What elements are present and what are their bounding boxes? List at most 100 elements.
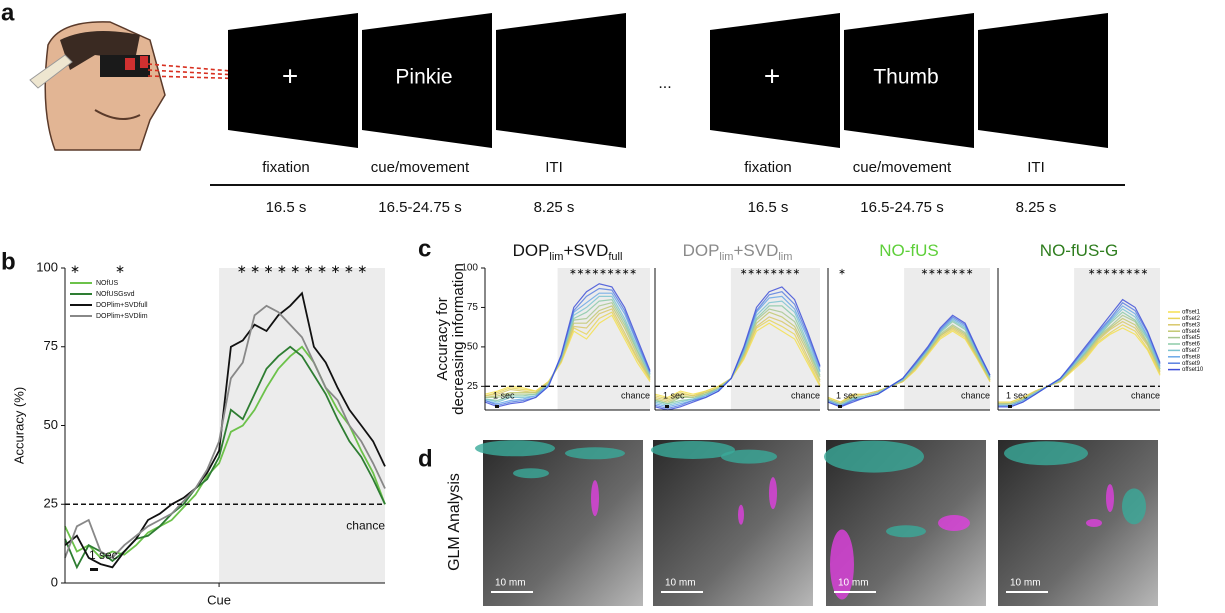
scale-label: 10 mm <box>838 578 869 589</box>
phase-duration: 16.5 s <box>748 199 789 216</box>
series-line <box>484 283 651 408</box>
phase-label: cue/movement <box>371 159 470 176</box>
shaded-period <box>219 268 385 583</box>
screen-text: Pinkie <box>395 66 452 89</box>
y-tick-label: 75 <box>44 338 58 353</box>
legend-label: offset7 <box>1182 348 1201 354</box>
time-scale-bar <box>665 405 669 408</box>
significance-marks: ∗ <box>838 266 846 276</box>
series-line <box>484 308 651 397</box>
glm-image <box>483 440 643 606</box>
legend-label: offset9 <box>1182 361 1201 367</box>
series-line <box>64 304 386 559</box>
activation-blob <box>721 449 777 464</box>
scale-label: 10 mm <box>665 578 696 589</box>
chart-title: NO-fUS <box>879 241 939 260</box>
legend-label: offset8 <box>1182 354 1201 360</box>
screen <box>496 13 626 148</box>
activation-blob <box>651 440 735 459</box>
scale-label: 10 mm <box>1010 578 1041 589</box>
activation-blob <box>1106 484 1114 513</box>
glm-image <box>653 440 813 606</box>
time-scale-label: 1 sec <box>493 390 515 400</box>
glm-maps: 10 mm 10 mm 10 mm 10 mm <box>475 440 1158 606</box>
screen-text: Thumb <box>873 66 938 89</box>
series-line <box>64 345 386 559</box>
activation-blob <box>1122 488 1146 525</box>
phase-duration: 8.25 s <box>1016 199 1057 216</box>
gaze-lines <box>147 63 291 81</box>
significance-marks: ∗∗∗∗∗∗∗∗∗ <box>569 266 637 276</box>
significance-marks: ∗ ∗ ∗ ∗ ∗ ∗ ∗ ∗ ∗ ∗ <box>237 262 368 276</box>
time-scale-bar <box>838 405 842 408</box>
activation-blob <box>938 515 970 531</box>
activation-blob <box>513 468 549 479</box>
chance-label: chance <box>1131 391 1160 401</box>
time-scale-label: 1 sec <box>836 390 858 400</box>
phase-duration: 16.5-24.75 s <box>860 199 943 216</box>
y-tick-label: 0 <box>51 574 58 589</box>
y-tick-label: 75 <box>467 302 479 313</box>
time-scale-bar <box>90 568 98 571</box>
x-tick-label: Cue <box>207 592 231 607</box>
legend-label: offset3 <box>1182 322 1201 328</box>
title-subscript: full <box>608 251 622 263</box>
significance-marks: ∗∗∗∗∗∗∗∗ <box>740 266 800 276</box>
shaded-period <box>904 268 990 410</box>
title-part: DOP <box>683 241 720 260</box>
chart-title: NO-fUS-G <box>1040 241 1118 260</box>
legend-label: DOPlim+SVDlim <box>96 313 148 320</box>
screen <box>710 13 840 148</box>
title-subscript: lim <box>778 251 792 263</box>
series-line <box>484 287 651 406</box>
chance-label: chance <box>346 518 385 532</box>
significance-marks: ∗ <box>115 262 125 276</box>
activation-blob <box>769 477 777 510</box>
screen <box>978 13 1108 148</box>
screen <box>228 13 358 148</box>
y-tick-label: 25 <box>467 381 479 392</box>
time-scale-label: 1 sec <box>89 548 118 562</box>
series-line <box>64 345 386 570</box>
glm-y-label: GLM Analysis <box>446 473 463 571</box>
y-axis-label: Accuracy for <box>434 297 451 380</box>
legend-label: offset10 <box>1182 367 1204 373</box>
screen-text: + <box>764 60 780 91</box>
phase-label: fixation <box>262 159 310 176</box>
y-tick-label: 100 <box>36 259 58 274</box>
activation-blob <box>824 440 924 473</box>
panel-label: b <box>1 248 16 275</box>
phase-duration: 16.5 s <box>266 199 307 216</box>
time-scale-bar <box>1008 405 1012 408</box>
y-tick-label: 50 <box>467 342 479 353</box>
phase-label: ITI <box>545 159 563 176</box>
title-part: +SVD <box>733 241 778 260</box>
time-scale-label: 1 sec <box>663 390 685 400</box>
activation-blob <box>591 480 599 517</box>
panel-label: a <box>1 0 15 26</box>
significance-marks: ∗∗∗∗∗∗∗ <box>921 266 974 276</box>
title-part: DOP <box>513 241 550 260</box>
chance-label: chance <box>961 391 990 401</box>
screen-text: + <box>282 60 298 91</box>
series-line <box>827 314 991 408</box>
legend-label: offset4 <box>1182 329 1201 335</box>
activation-blob <box>738 504 744 525</box>
screen <box>362 13 492 148</box>
legend-label: offset6 <box>1182 342 1201 348</box>
phase-label: ITI <box>1027 159 1045 176</box>
y-axis-label: decreasing information <box>450 263 467 415</box>
time-scale-label: 1 sec <box>1006 390 1028 400</box>
phase-label: fixation <box>744 159 792 176</box>
head-illustration <box>29 21 166 151</box>
series-line <box>484 295 651 403</box>
legend-label: offset1 <box>1182 310 1201 316</box>
activation-blob <box>1086 519 1102 527</box>
title-part: +SVD <box>563 241 608 260</box>
series-line <box>998 298 1161 408</box>
phase-duration: 8.25 s <box>534 199 575 216</box>
chart-title: DOPlim+SVDlim <box>683 241 793 262</box>
legend-label: offset2 <box>1182 316 1201 322</box>
